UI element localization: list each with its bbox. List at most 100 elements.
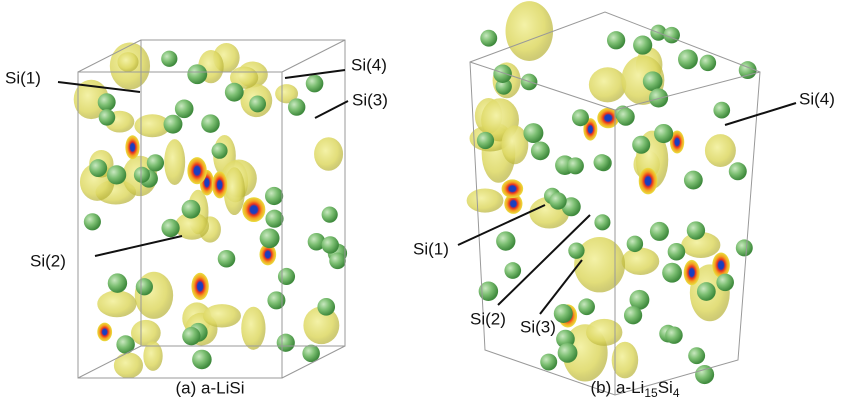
isosurface <box>131 320 161 346</box>
atom <box>668 243 686 261</box>
atom <box>688 347 705 364</box>
atom <box>578 298 595 315</box>
label: Si(4) <box>351 55 387 74</box>
isosurface <box>467 188 504 212</box>
atom <box>260 228 280 248</box>
atom <box>192 350 212 370</box>
atom <box>164 115 183 134</box>
atom <box>568 242 584 258</box>
atom <box>607 31 625 49</box>
isosurface <box>164 139 185 185</box>
label: Si(3) <box>520 317 556 336</box>
atom <box>523 123 543 143</box>
label: Si(4) <box>799 89 835 108</box>
atom <box>306 75 324 93</box>
atom <box>108 273 127 292</box>
isosurface <box>241 307 265 350</box>
atom <box>84 213 101 230</box>
atom <box>265 187 283 205</box>
atom <box>161 51 177 67</box>
atom <box>697 282 716 301</box>
atom <box>617 108 635 126</box>
atom <box>201 114 220 133</box>
isosurface <box>622 248 660 275</box>
atom <box>632 136 650 154</box>
atom <box>175 100 194 119</box>
atom <box>716 274 734 292</box>
atom <box>678 49 698 69</box>
label: Si(1) <box>413 239 449 258</box>
atom <box>665 327 682 344</box>
atom <box>594 214 610 230</box>
atom <box>662 263 682 283</box>
caption-sub: 4 <box>673 386 680 400</box>
atom <box>218 250 236 268</box>
atom <box>496 231 515 250</box>
atom <box>267 291 285 309</box>
atom <box>98 93 116 111</box>
atom <box>654 124 673 143</box>
atom <box>567 157 584 174</box>
atom <box>187 64 207 84</box>
isosurface <box>314 137 343 170</box>
atom <box>687 221 705 239</box>
density-peak <box>212 171 227 198</box>
atom <box>713 102 730 119</box>
atom <box>627 236 643 252</box>
atom <box>182 327 200 345</box>
density-peak <box>191 273 208 300</box>
atom <box>684 171 703 190</box>
isosurface <box>114 352 143 378</box>
atom <box>649 88 668 107</box>
atom <box>549 192 566 209</box>
caption: (a) a-LiSi <box>176 378 245 397</box>
atom <box>107 165 126 184</box>
caption-part: Si <box>658 378 673 397</box>
atom <box>182 200 201 219</box>
caption-sub: 15 <box>644 386 658 400</box>
label: Si(3) <box>352 90 388 109</box>
isosurface <box>224 167 245 215</box>
density-peak <box>684 260 700 285</box>
atom <box>736 239 753 256</box>
atom <box>99 109 116 126</box>
atom <box>322 207 338 223</box>
isosurface <box>589 67 627 102</box>
atom <box>212 143 228 159</box>
atom <box>624 306 642 324</box>
atom <box>277 334 295 352</box>
atom <box>480 30 497 47</box>
atom <box>317 298 335 316</box>
atom <box>89 159 107 177</box>
atom <box>265 210 283 228</box>
atom <box>225 83 244 102</box>
atom <box>594 154 611 171</box>
atom <box>493 64 512 83</box>
atom <box>477 132 494 149</box>
atom <box>147 154 164 171</box>
caption-part: (b) a-Li <box>590 378 644 397</box>
figure: Si(1) Si(4) Si(3) Si(2) Si(4) Si(1) Si(2… <box>0 0 845 409</box>
isosurface <box>612 342 639 379</box>
atom <box>504 262 521 279</box>
atom <box>161 219 179 237</box>
isosurface <box>203 304 241 327</box>
atom <box>729 162 747 180</box>
label: Si(1) <box>5 68 41 87</box>
isosurface <box>117 52 138 72</box>
atom <box>650 222 669 241</box>
label: Si(2) <box>30 251 66 270</box>
atom <box>322 236 339 253</box>
atom <box>633 36 652 55</box>
isosurface <box>135 272 173 319</box>
density-peak <box>242 197 265 222</box>
atom <box>302 345 320 363</box>
isosurface <box>506 1 554 61</box>
atom <box>643 71 663 91</box>
atom <box>249 96 266 113</box>
density-peak <box>639 168 658 195</box>
atom <box>700 55 717 72</box>
density-peak <box>125 135 139 159</box>
caption: (b) a-Li15Si4 <box>590 378 679 400</box>
isosurface <box>97 290 136 317</box>
